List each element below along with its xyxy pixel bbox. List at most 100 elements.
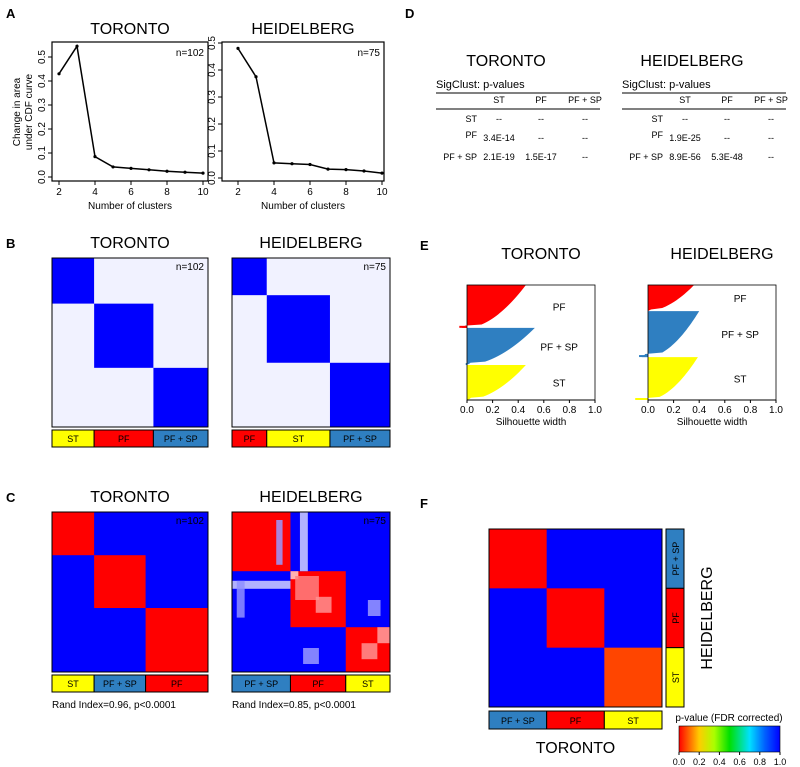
c-heidelberg-subcluster-block [299,512,308,572]
f-frame [488,528,663,708]
d-heidelberg-cell: 8.9E-56 [669,152,701,162]
panel-label-b: B [6,236,15,251]
d-toronto-cell: -- [496,114,502,124]
a-heidelberg-ytick-label: 0.5 [207,36,218,50]
c-heidelberg-subcluster-block [232,580,291,589]
b-heidelberg-cluster-bar-label: ST [293,434,305,444]
c-heidelberg-cluster-bar-label: ST [362,679,374,689]
d-toronto-col-header: ST [493,95,505,105]
a-toronto-ytick-label: 0.2 [37,122,48,136]
c-heidelberg-subcluster-block [236,580,245,618]
a-toronto-point [93,155,97,159]
b-heidelberg-n-label: n=75 [363,262,386,273]
b-heidelberg-offdiag-haze [329,258,390,296]
d-heidelberg-row-label: PF + SP [629,152,663,162]
e-toronto-xtick-label: 0.2 [486,405,500,416]
f-colorbar [678,725,781,753]
e-toronto-cluster-label: PF + SP [540,342,578,353]
e-toronto-negative-width [465,363,467,366]
a-heidelberg-ytick-label: 0.0 [207,171,218,185]
b-heidelberg-title: HEIDELBERG [259,235,362,252]
f-xlabel: TORONTO [536,740,615,757]
b-toronto-title: TORONTO [90,235,169,252]
a-toronto-xtick-label: 8 [164,187,170,198]
a-heidelberg-point [308,162,312,167]
b-toronto-cluster-block [52,258,95,304]
a-heidelberg-ytick-label: 0.2 [207,117,218,131]
b-heidelberg-offdiag-haze [266,362,330,427]
e-toronto-xlabel: Silhouette width [496,417,567,428]
a-heidelberg-point [272,161,276,165]
c-toronto-frame [51,511,209,673]
e-heidelberg-title: HEIDELBERG [670,246,773,263]
d-toronto-cell: 2.1E-19 [483,152,515,162]
f-row-bar [665,647,685,708]
e-toronto-xtick-label: 1.0 [588,405,602,416]
f-heatmap-cell [489,588,548,649]
c-heidelberg-subcluster-block [295,576,319,600]
b-toronto-offdiag-haze [153,303,208,368]
a-toronto-xtick-label: 4 [92,187,98,198]
f-column-bar-label: ST [627,716,639,726]
c-heidelberg-subcluster-block [377,627,390,644]
d-toronto-cell: -- [582,114,588,124]
d-toronto-row-label: PF [465,130,477,140]
b-heidelberg-cluster-bar-label: PF + SP [343,434,377,444]
c-heidelberg-subcluster-block [361,643,378,660]
f-heatmap-cell [489,647,548,708]
e-toronto-xtick-label: 0.4 [511,405,525,416]
c-heidelberg-cluster-bar-label: PF [312,679,324,689]
e-heidelberg-xlabel: Silhouette width [677,417,748,428]
e-heidelberg-cluster-label: PF + SP [721,330,759,341]
c-heidelberg-subcluster-block [315,596,332,613]
a-heidelberg-title: HEIDELBERG [251,21,354,38]
f-heatmap-cell [546,647,605,708]
a-heidelberg-xtick-label: 4 [271,187,277,198]
e-heidelberg-silhouette-pf [648,285,695,312]
c-heidelberg-subcluster-block [367,600,381,616]
d-toronto-title: TORONTO [466,53,545,70]
c-toronto-n-label: n=102 [176,516,205,527]
d-toronto-col-header: PF [535,95,547,105]
e-heidelberg-cluster-label: ST [734,375,747,386]
a-heidelberg-point [236,46,240,51]
a-toronto-ytick-label: 0.5 [37,50,48,64]
a-heidelberg-xtick-label: 6 [307,187,313,198]
b-toronto-offdiag-haze [153,258,208,304]
d-heidelberg-cell: -- [682,114,688,124]
b-toronto-cluster-bar-label: PF + SP [164,434,198,444]
c-toronto-cluster-bar-label: PF [171,679,183,689]
a-heidelberg-xtick-label: 10 [376,187,388,198]
b-toronto-offdiag-haze [52,367,95,427]
e-heidelberg-xtick-label: 0.8 [743,405,757,416]
d-toronto-col-header: PF + SP [568,95,602,105]
a-toronto-point [57,72,61,76]
d-heidelberg-cell: 1.9E-25 [669,133,701,143]
b-toronto-cluster-block [94,303,154,368]
a-heidelberg-point [254,75,258,79]
d-heidelberg-caption: SigClust: p-values [622,79,711,91]
panel-label-a: A [6,6,16,21]
c-toronto-cluster-block [52,512,95,556]
b-toronto-cluster-bar-label: ST [67,434,79,444]
b-heidelberg-cluster-block [266,295,330,363]
c-heidelberg-n-label: n=75 [363,516,386,527]
f-ylabel: HEIDELBERG [699,566,716,669]
a-toronto-point [147,168,151,172]
d-heidelberg-cell: -- [724,133,730,143]
c-heidelberg-cluster-bar-label: PF + SP [244,679,278,689]
e-heidelberg-xtick-label: 0.4 [692,405,706,416]
f-heatmap-cell [546,529,605,589]
a-heidelberg-ytick-label: 0.1 [207,144,218,158]
c-toronto-cluster-block [94,555,146,608]
d-heidelberg-row-label: PF [651,130,663,140]
e-heidelberg-xtick-label: 1.0 [769,405,783,416]
d-toronto-cell: -- [538,114,544,124]
d-toronto-cell: 3.4E-14 [483,133,515,143]
a-heidelberg-xtick-label: 8 [343,187,349,198]
a-toronto-point [183,170,187,174]
d-toronto-caption: SigClust: p-values [436,79,525,91]
b-toronto-offdiag-haze [94,367,154,427]
